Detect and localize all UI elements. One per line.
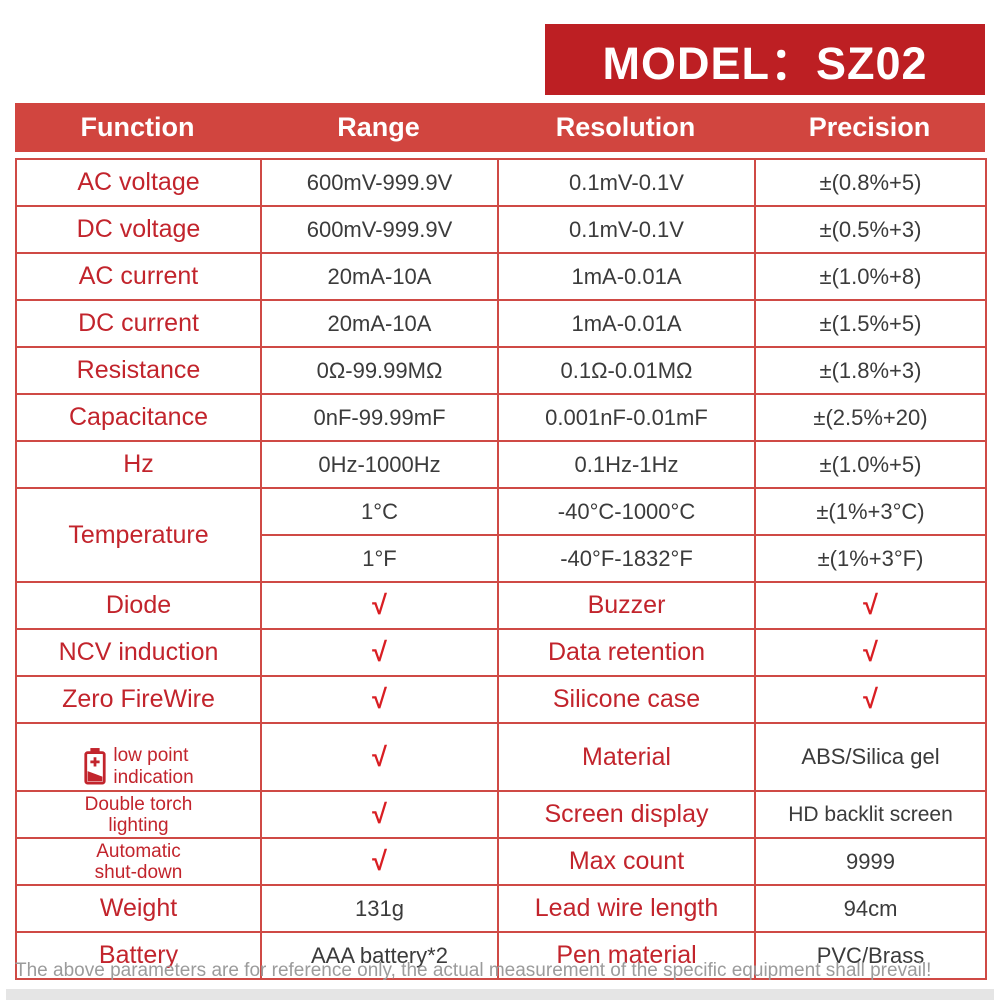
bottom-strip [6,989,994,1000]
range-cell: 0Hz-1000Hz [260,440,499,489]
range-cell: 20mA-10A [260,299,499,348]
function-cell: AC current [15,252,262,301]
precision-cell: ±(1.0%+5) [754,440,987,489]
resolution-cell: -40°C-1000°C [497,487,756,536]
resolution-cell: 0.001nF-0.01mF [497,393,756,442]
spec-label-cell: Pen material [497,931,756,981]
table-row: low point indication √ Material ABS/Sili… [15,721,987,793]
function-cell: Weight [15,884,262,934]
range-cell: 1°F [260,534,499,583]
function-cell: Capacitance [15,393,262,442]
checkmark-cell: √ [260,628,499,677]
header-range: Range [337,112,420,142]
spec-label-cell: Buzzer [497,581,756,630]
value-cell: ABS/Silica gel [754,721,987,793]
table-row: Weight 131g Lead wire length 94cm [15,884,987,934]
model-title-box: MODEL：SZ02 [545,24,985,95]
value-cell: AAA battery*2 [260,931,499,981]
precision-cell: ±(1.0%+8) [754,252,987,301]
spec-label-cell: Max count [497,837,756,887]
precision-cell: ±(1.5%+5) [754,299,987,348]
function-label: low point indication [113,745,194,788]
resolution-cell: 0.1mV-0.1V [497,205,756,254]
table-row: Zero FireWire √ Silicone case √ [15,675,987,724]
checkmark-cell: √ [754,628,987,677]
battery-low-icon [83,748,107,785]
spec-label-cell: Silicone case [497,675,756,724]
precision-cell: ±(2.5%+20) [754,393,987,442]
header-resolution: Resolution [555,112,696,142]
checkmark-cell: √ [260,675,499,724]
range-cell: 0Ω-99.99MΩ [260,346,499,395]
table-row: Automatic shut-down √ Max count 9999 [15,837,987,887]
table-row: DC current 20mA-10A 1mA-0.01A ±(1.5%+5) [15,299,987,348]
checkmark-cell: √ [260,721,499,793]
function-cell: DC voltage [15,205,262,254]
resolution-cell: 0.1mV-0.1V [497,158,756,207]
function-cell: Hz [15,440,262,489]
resolution-cell: 1mA-0.01A [497,299,756,348]
value-cell: HD backlit screen [754,790,987,840]
value-cell: 94cm [754,884,987,934]
range-cell: 0nF-99.99mF [260,393,499,442]
checkmark-cell: √ [260,837,499,887]
precision-cell: ±(0.5%+3) [754,205,987,254]
precision-cell: ±(0.8%+5) [754,158,987,207]
function-cell: Battery [15,931,262,981]
resolution-cell: -40°F-1832°F [497,534,756,583]
table-row: AC voltage 600mV-999.9V 0.1mV-0.1V ±(0.8… [15,158,987,207]
table-row: Temperature 1°C -40°C-1000°C ±(1%+3°C) [15,487,987,583]
function-cell: NCV induction [15,628,262,677]
checkmark-cell: √ [754,581,987,630]
table-row: Resistance 0Ω-99.99MΩ 0.1Ω-0.01MΩ ±(1.8%… [15,346,987,395]
function-cell: Temperature [15,487,262,583]
spec-label-cell: Screen display [497,790,756,840]
function-cell: AC voltage [15,158,262,207]
header-function: Function [80,112,195,142]
function-cell: Diode [15,581,262,630]
spec-table: AC voltage 600mV-999.9V 0.1mV-0.1V ±(0.8… [15,158,987,981]
range-cell: 600mV-999.9V [260,205,499,254]
resolution-cell: 1mA-0.01A [497,252,756,301]
range-cell: 600mV-999.9V [260,158,499,207]
table-row: Battery AAA battery*2 Pen material PVC/B… [15,931,987,981]
table-row: NCV induction √ Data retention √ [15,628,987,677]
precision-cell: ±(1.8%+3) [754,346,987,395]
model-title: MODEL：SZ02 [602,38,928,89]
function-cell: Automatic shut-down [15,837,262,887]
footer-note: The above parameters are for reference o… [15,960,932,981]
function-cell: Zero FireWire [15,675,262,724]
table-header-row: Function Range Resolution Precision [15,103,985,152]
function-cell: Double torch lighting [15,790,262,840]
checkmark-cell: √ [260,790,499,840]
precision-cell: ±(1%+3°C) [754,487,987,536]
resolution-cell: 0.1Hz-1Hz [497,440,756,489]
function-cell: DC current [15,299,262,348]
table-row: DC voltage 600mV-999.9V 0.1mV-0.1V ±(0.5… [15,205,987,254]
header-precision: Precision [808,112,931,142]
spec-label-cell: Material [497,721,756,793]
precision-cell: ±(1%+3°F) [754,534,987,583]
table-row: AC current 20mA-10A 1mA-0.01A ±(1.0%+8) [15,252,987,301]
value-cell: PVC/Brass [754,931,987,981]
table-row: Capacitance 0nF-99.99mF 0.001nF-0.01mF ±… [15,393,987,442]
resolution-cell: 0.1Ω-0.01MΩ [497,346,756,395]
table-row: Hz 0Hz-1000Hz 0.1Hz-1Hz ±(1.0%+5) [15,440,987,489]
function-cell: Resistance [15,346,262,395]
checkmark-cell: √ [754,675,987,724]
checkmark-cell: √ [260,581,499,630]
spec-label-cell: Data retention [497,628,756,677]
table-row: Double torch lighting √ Screen display H… [15,790,987,840]
table-row: 1°F -40°F-1832°F ±(1%+3°F) [16,534,987,583]
range-cell: 20mA-10A [260,252,499,301]
range-cell: 1°C [260,487,499,536]
table-row: Diode √ Buzzer √ [15,581,987,630]
function-cell: low point indication [15,721,262,793]
value-cell: 131g [260,884,499,934]
spec-label-cell: Lead wire length [497,884,756,934]
value-cell: 9999 [754,837,987,887]
